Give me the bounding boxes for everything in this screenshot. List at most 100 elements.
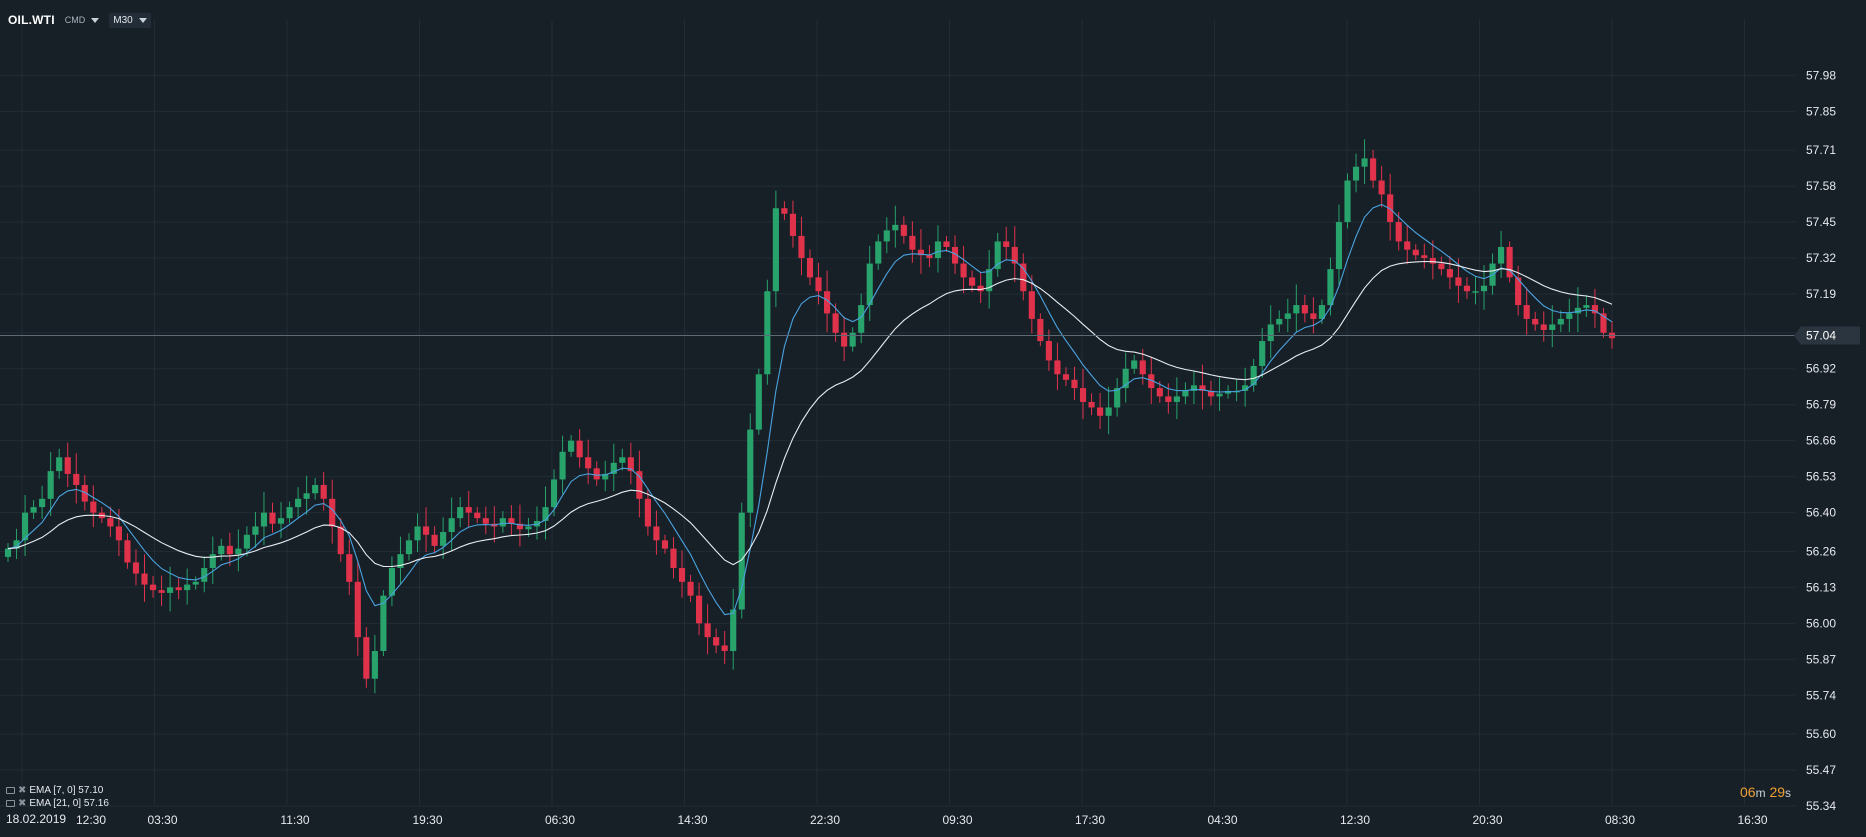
candle[interactable] [1088, 393, 1095, 416]
candle[interactable] [1054, 342, 1061, 391]
candle[interactable] [1079, 368, 1087, 420]
candle[interactable] [354, 561, 361, 656]
candle[interactable] [90, 485, 97, 528]
candle[interactable] [900, 216, 907, 244]
candle[interactable] [64, 442, 71, 488]
candle[interactable] [1498, 230, 1505, 279]
candle[interactable] [1037, 313, 1044, 347]
candle[interactable] [909, 221, 916, 263]
candle[interactable] [1293, 284, 1300, 332]
candle[interactable] [858, 293, 865, 344]
close-icon[interactable]: ✖ [18, 798, 27, 809]
candle[interactable] [277, 502, 285, 539]
candle[interactable] [474, 507, 481, 524]
candle[interactable] [184, 568, 191, 605]
candle[interactable] [943, 235, 950, 252]
candle[interactable] [363, 627, 370, 688]
candle[interactable] [405, 533, 413, 561]
candle[interactable] [260, 492, 268, 546]
candle[interactable] [789, 200, 797, 248]
candle[interactable] [1549, 305, 1556, 348]
candle[interactable] [1011, 226, 1018, 283]
candle[interactable] [13, 528, 20, 560]
symbol-label[interactable]: OIL.WTI [8, 13, 55, 27]
candle[interactable] [329, 479, 336, 544]
candle[interactable] [158, 575, 165, 607]
candle[interactable] [969, 270, 976, 293]
candle[interactable] [627, 442, 634, 485]
candle[interactable] [1540, 311, 1547, 342]
candle[interactable] [56, 448, 63, 479]
candle[interactable] [1216, 377, 1223, 411]
candle[interactable] [149, 576, 157, 598]
candle[interactable] [678, 550, 686, 598]
candle[interactable] [593, 461, 600, 486]
candle[interactable] [602, 460, 609, 492]
candle[interactable] [1566, 298, 1573, 333]
candle[interactable] [713, 628, 720, 654]
candle[interactable] [1583, 295, 1590, 317]
candle[interactable] [397, 536, 404, 584]
candle[interactable] [644, 488, 651, 536]
candle[interactable] [1361, 139, 1368, 184]
candle[interactable] [550, 469, 558, 517]
candle[interactable] [687, 574, 694, 603]
instrument-type-dropdown[interactable]: CMD [61, 13, 104, 27]
candle[interactable] [1250, 358, 1257, 392]
candle[interactable] [1284, 298, 1291, 333]
candle[interactable] [1114, 378, 1121, 417]
candle[interactable] [738, 502, 745, 619]
candle[interactable] [252, 511, 259, 548]
candle[interactable] [585, 439, 592, 485]
candle[interactable] [1404, 225, 1411, 265]
candle[interactable] [1190, 370, 1198, 405]
candle[interactable] [559, 435, 566, 494]
candle[interactable] [704, 604, 711, 655]
candle[interactable] [167, 566, 174, 612]
candle[interactable] [448, 497, 455, 551]
candle[interactable] [1097, 392, 1104, 429]
candle[interactable] [47, 452, 54, 517]
candle[interactable] [1506, 241, 1513, 283]
candle[interactable] [1242, 367, 1249, 407]
candle[interactable] [1395, 211, 1402, 251]
candle[interactable] [1105, 386, 1112, 435]
candle[interactable] [772, 190, 779, 308]
candle[interactable] [1352, 153, 1360, 193]
candle[interactable] [1591, 288, 1599, 328]
candle[interactable] [781, 201, 788, 221]
candle[interactable] [926, 245, 933, 268]
candle[interactable] [994, 232, 1001, 277]
candle[interactable] [218, 538, 225, 561]
candle[interactable] [875, 234, 882, 270]
candle[interactable] [1071, 366, 1078, 400]
candle[interactable] [951, 235, 959, 274]
settings-icon[interactable] [6, 787, 15, 794]
candle[interactable] [1267, 305, 1274, 359]
candle[interactable] [286, 501, 293, 524]
candle[interactable] [823, 270, 831, 332]
candle[interactable] [73, 453, 80, 504]
candle[interactable] [1310, 297, 1317, 334]
candle[interactable] [1139, 348, 1146, 385]
candle[interactable] [1233, 379, 1240, 402]
candle[interactable] [619, 448, 626, 471]
candle[interactable] [849, 327, 856, 352]
candle[interactable] [4, 543, 12, 562]
candle[interactable] [841, 316, 848, 362]
candle[interactable] [269, 502, 276, 533]
candle[interactable] [866, 245, 873, 321]
candle[interactable] [1131, 354, 1138, 374]
candle[interactable] [610, 443, 617, 492]
candle[interactable] [1429, 240, 1436, 280]
candle[interactable] [721, 630, 728, 665]
candle[interactable] [1472, 276, 1479, 305]
candle[interactable] [1370, 149, 1377, 189]
candle[interactable] [431, 526, 438, 554]
candle[interactable] [295, 487, 302, 518]
candle[interactable] [960, 245, 967, 294]
candle[interactable] [440, 517, 447, 559]
candle[interactable] [1259, 327, 1266, 378]
candle[interactable] [371, 634, 378, 694]
